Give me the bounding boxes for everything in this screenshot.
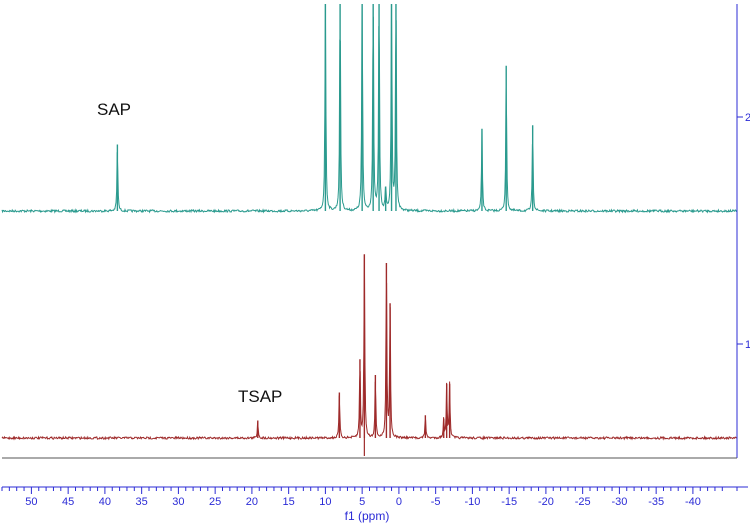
- x-tick-label: 30: [172, 496, 184, 508]
- x-tick-label: -15: [501, 496, 517, 508]
- right-axis-ticks: 21: [737, 112, 750, 351]
- x-tick-label: -20: [538, 496, 554, 508]
- x-tick-label: 15: [283, 496, 295, 508]
- spectrum-trace-2: [1, 3, 737, 214]
- x-tick-label: 45: [62, 496, 74, 508]
- x-tick-label: 0: [396, 496, 402, 508]
- right-axis-label: 1: [745, 339, 750, 351]
- x-tick-label: -35: [648, 496, 664, 508]
- x-tick-label: 20: [246, 496, 258, 508]
- x-ticks: 50 45 40 35 30 25 20 15 10 5 0 -5 -10 -15 -20 -25 -30 -35…: [1, 487, 738, 508]
- spectrum-trace-1: [1, 254, 737, 441]
- x-tick-label: -25: [575, 496, 591, 508]
- annotation-tsap: TSAP: [238, 387, 282, 406]
- x-tick-label: 25: [209, 496, 221, 508]
- x-tick-label: 10: [319, 496, 331, 508]
- x-tick-label: -40: [685, 496, 701, 508]
- x-tick-label: 35: [136, 496, 148, 508]
- annotation-sap: SAP: [97, 100, 131, 119]
- spectra-layer: [1, 3, 737, 456]
- x-tick-label: -30: [611, 496, 627, 508]
- x-tick-label: -10: [464, 496, 480, 508]
- x-tick-label: 50: [25, 496, 37, 508]
- x-tick-label: -5: [431, 496, 441, 508]
- right-axis-label: 2: [745, 112, 750, 124]
- x-tick-label: 5: [359, 496, 365, 508]
- x-tick-label: 40: [99, 496, 111, 508]
- x-axis-title: f1 (ppm): [345, 509, 390, 523]
